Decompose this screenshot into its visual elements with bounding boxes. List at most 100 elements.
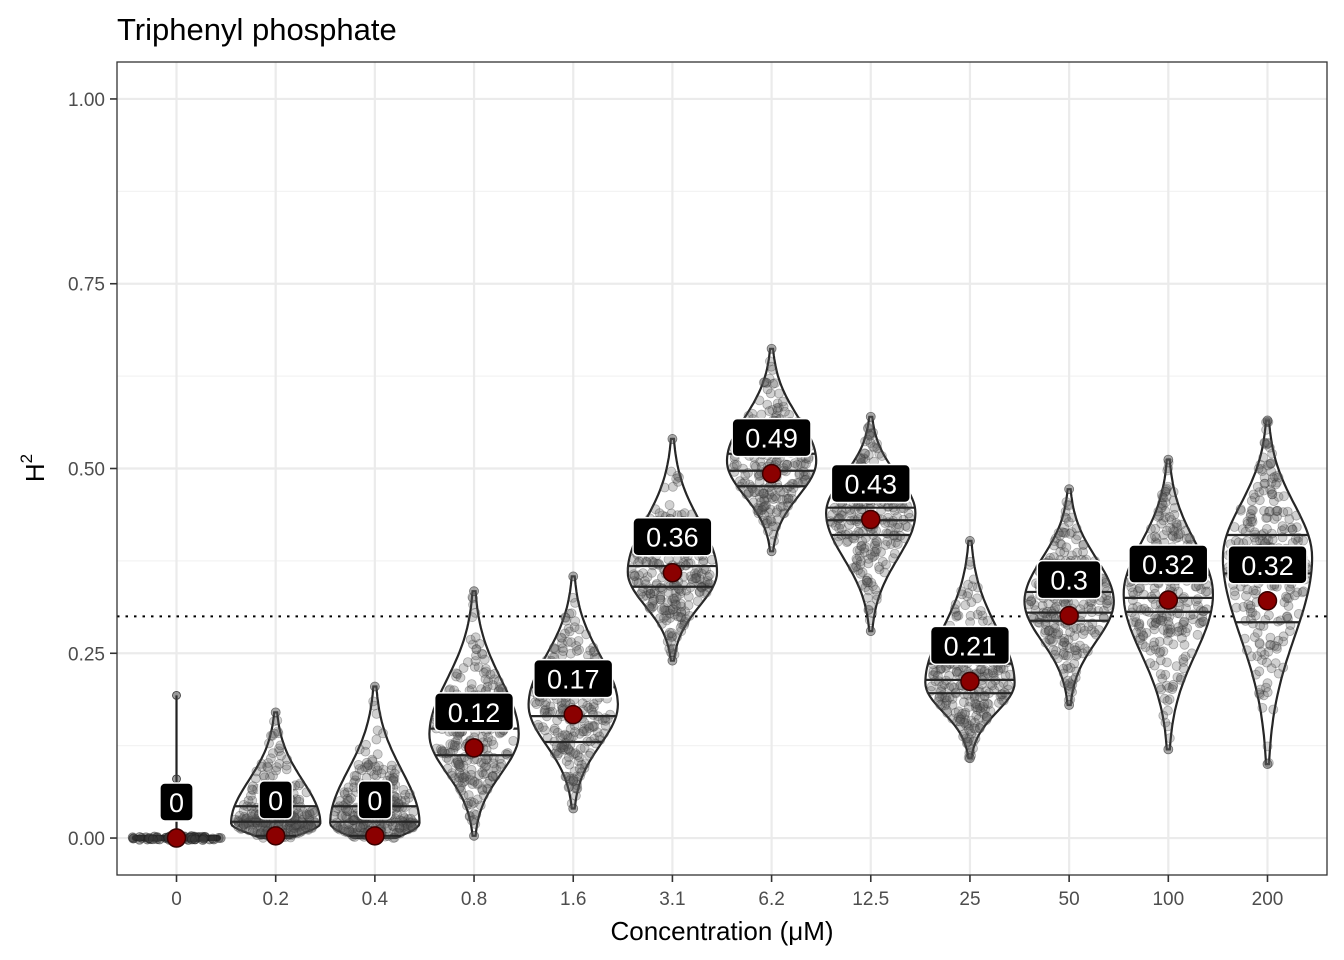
data-point: [959, 717, 970, 728]
data-point: [447, 768, 458, 778]
data-point: [679, 508, 690, 519]
data-point: [962, 736, 973, 747]
data-point: [477, 732, 488, 742]
data-point: [1261, 513, 1272, 523]
data-point: [690, 568, 700, 579]
data-point: [1058, 650, 1069, 660]
data-point: [975, 606, 986, 616]
data-point: [966, 597, 977, 607]
mean-label-text: 0.32: [1142, 550, 1195, 580]
data-point: [964, 720, 975, 731]
data-point: [1071, 666, 1082, 677]
data-point: [770, 491, 780, 502]
data-point: [569, 622, 580, 633]
data-point: [659, 613, 669, 623]
data-point: [560, 771, 571, 782]
data-point: [993, 665, 1003, 676]
data-point: [864, 615, 875, 626]
data-point: [272, 715, 283, 726]
data-point: [456, 770, 467, 781]
data-point: [768, 521, 778, 532]
data-point: [347, 823, 358, 834]
data-point: [568, 571, 579, 582]
data-point: [666, 632, 677, 642]
data-point: [649, 595, 659, 605]
data-point: [564, 752, 574, 763]
data-point: [679, 616, 690, 627]
data-point: [965, 696, 975, 707]
data-point: [865, 626, 876, 636]
data-point: [1061, 542, 1072, 553]
data-point: [485, 669, 496, 680]
data-point: [766, 343, 777, 354]
data-point: [403, 824, 414, 835]
data-point: [493, 676, 504, 687]
data-point: [755, 497, 766, 508]
data-point: [767, 364, 778, 375]
data-point: [1239, 633, 1250, 644]
data-point: [454, 761, 465, 772]
data-point: [1063, 517, 1074, 527]
data-point: [1064, 484, 1075, 495]
data-point: [336, 810, 347, 821]
data-point: [471, 650, 481, 661]
data-point: [1048, 645, 1059, 655]
data-point: [462, 657, 473, 667]
data-point: [241, 813, 252, 824]
data-point: [743, 486, 754, 497]
data-point: [772, 405, 783, 416]
data-point: [1059, 678, 1070, 689]
data-point: [371, 709, 382, 719]
data-point: [855, 452, 865, 463]
data-point: [556, 742, 566, 753]
data-point: [889, 548, 900, 559]
data-point: [1063, 651, 1073, 661]
data-point: [478, 769, 489, 780]
data-point: [666, 628, 677, 638]
data-point: [477, 784, 488, 795]
data-point: [234, 810, 245, 821]
data-point: [338, 824, 349, 835]
data-point: [1052, 629, 1063, 640]
data-point: [788, 483, 799, 493]
data-point: [937, 681, 947, 691]
data-point: [881, 559, 891, 570]
data-point: [630, 571, 640, 582]
data-point: [655, 592, 665, 603]
data-point: [782, 459, 793, 470]
data-point: [560, 699, 571, 710]
data-point: [272, 726, 283, 737]
y-tick-label: 0.25: [68, 644, 105, 665]
data-point: [870, 540, 880, 551]
data-point: [857, 567, 868, 578]
data-point: [565, 747, 576, 757]
violin-layer: [127, 343, 1314, 848]
data-point: [1063, 634, 1074, 645]
data-point: [1026, 596, 1036, 607]
mean-label-text: 0: [169, 788, 184, 818]
data-point: [771, 493, 782, 504]
data-point: [832, 536, 843, 547]
data-point: [872, 590, 882, 601]
data-point: [675, 622, 686, 633]
data-point: [1060, 506, 1071, 517]
data-point: [1075, 623, 1086, 633]
data-point: [561, 756, 572, 766]
data-point: [735, 476, 745, 487]
data-point: [645, 589, 656, 599]
data-point: [582, 701, 593, 711]
data-point: [339, 787, 350, 798]
data-point: [662, 597, 673, 607]
data-point: [683, 591, 694, 602]
data-point: [961, 738, 972, 748]
data-point: [1063, 680, 1074, 691]
data-point: [302, 824, 313, 834]
data-point: [1163, 705, 1173, 716]
data-point: [275, 740, 286, 751]
data-point: [1078, 629, 1088, 639]
data-point: [955, 714, 966, 725]
data-point: [274, 759, 285, 769]
data-point: [980, 704, 990, 715]
data-point: [588, 720, 598, 731]
data-point: [293, 780, 304, 791]
